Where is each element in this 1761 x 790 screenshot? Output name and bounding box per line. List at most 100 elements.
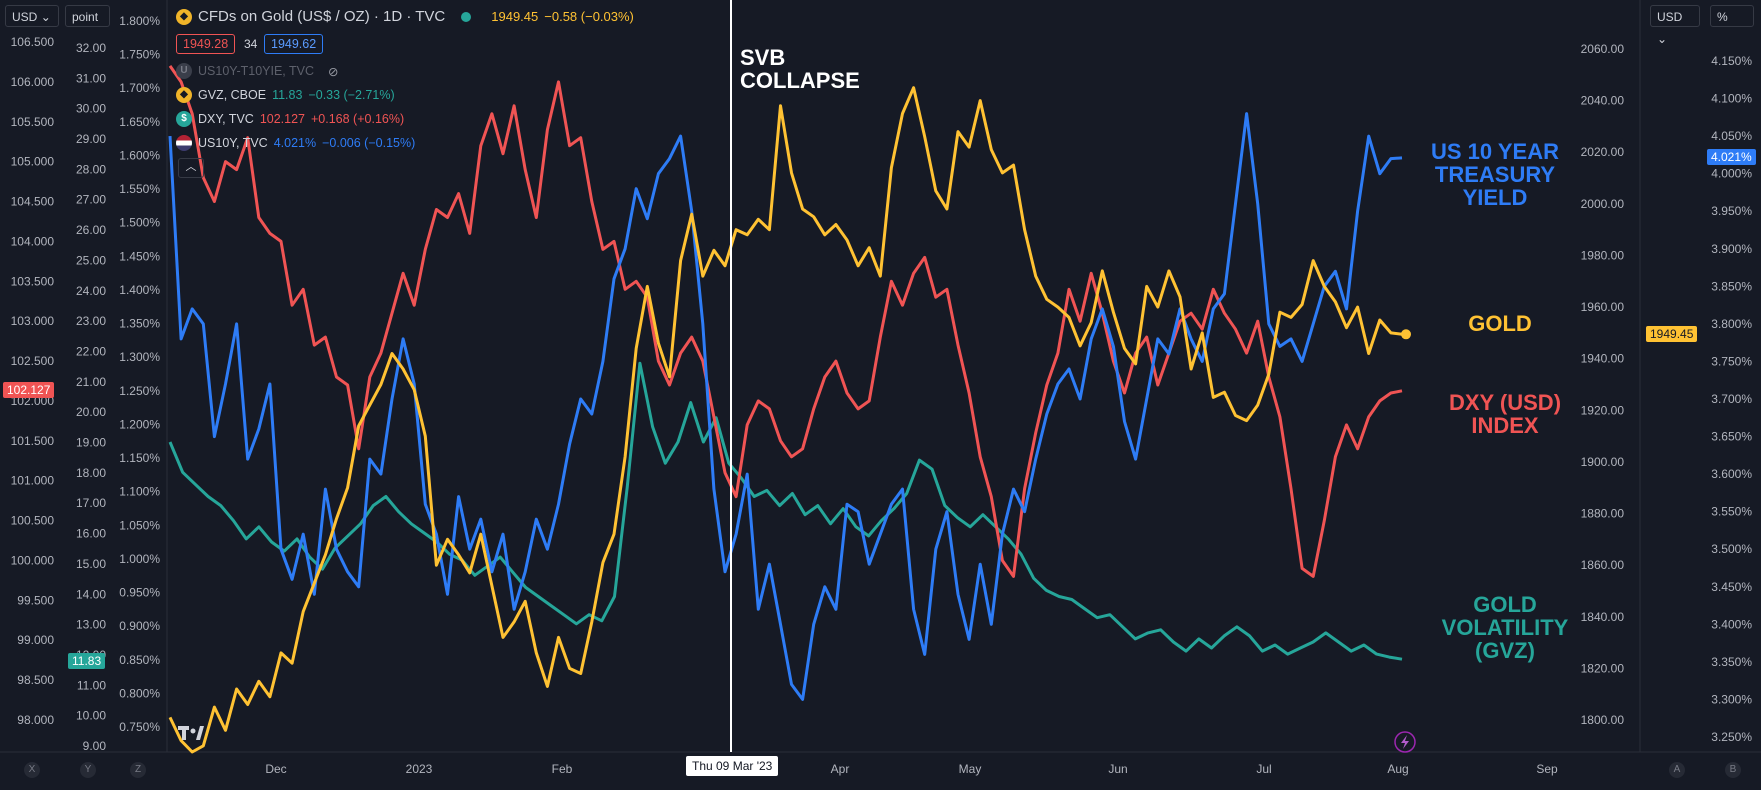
bid-price-box[interactable]: 1949.28 [176, 34, 236, 54]
series-line-gold[interactable] [168, 86, 1403, 754]
us10y-axis-tick-label: 3.950% [1711, 204, 1752, 218]
spread-axis-tick-label: 1.700% [119, 81, 160, 95]
dxy-axis-tick-label: 100.000 [11, 553, 55, 567]
ask-price-box[interactable]: 1949.62 [264, 34, 324, 54]
y-axis-button[interactable]: Y [80, 762, 96, 778]
us10y-axis-tick-label: 3.700% [1711, 392, 1752, 406]
legend-row-gvz[interactable]: ◆ GVZ, CBOE 11.83 −0.33 (−2.71%) [176, 87, 395, 103]
gvz-axis-tick-label: 32.00 [76, 41, 106, 55]
gold-axis-tick-label: 1920.00 [1581, 403, 1625, 417]
legend-row-dxy[interactable]: $ DXY, TVC 102.127 +0.168 (+0.16%) [176, 111, 404, 127]
gold-last-tag: 1949.45 [1646, 326, 1698, 342]
x-axis-button[interactable]: X [24, 762, 40, 778]
gold-axis-tick-label: 1840.00 [1581, 610, 1625, 624]
gold-axis-tick-label: 1940.00 [1581, 352, 1625, 366]
gvz-axis-tick-label: 21.00 [76, 375, 106, 389]
collapse-legend-button[interactable]: ︿ [178, 158, 204, 178]
x-axis-tick-label: Sep [1536, 762, 1558, 776]
us10y-axis-tick-label: 3.850% [1711, 279, 1752, 293]
us10y-axis-tick-label: 3.800% [1711, 317, 1752, 331]
us10y-axis-tick-label: 3.550% [1711, 505, 1752, 519]
main-symbol-title: CFDs on Gold (US$ / OZ) · 1D · TVC [198, 8, 446, 25]
chevron-down-icon: ⌄ [40, 10, 51, 24]
spread-axis-tick-label: 1.050% [119, 518, 160, 532]
gold-axis-tick-label: 1820.00 [1581, 661, 1625, 675]
left-currency-select[interactable]: USD ⌄ [5, 5, 59, 27]
us-flag-icon [176, 135, 192, 151]
us10y-axis-tick-label: 4.100% [1711, 92, 1752, 106]
dxy-axis-tick-label: 105.000 [11, 155, 55, 169]
lightning-icon[interactable] [1394, 731, 1416, 753]
dxy-axis-tick-label: 103.500 [11, 274, 55, 288]
left-unit-select[interactable]: point [65, 5, 110, 27]
us10y-axis-tick-label: 3.250% [1711, 730, 1752, 744]
eye-off-icon[interactable]: ⊘ [328, 64, 339, 79]
us10y-axis-tick-label: 3.450% [1711, 580, 1752, 594]
left-unit-label: point [72, 10, 99, 24]
main-last-price: 1949.45 [491, 9, 539, 24]
gvz-icon: ◆ [176, 87, 192, 103]
gvz-axis-tick-label: 16.00 [76, 527, 106, 541]
gvz-axis-tick-label: 23.00 [76, 314, 106, 328]
legend-hidden-row[interactable]: U US10Y-T10YIE, TVC ⊘ [176, 63, 339, 79]
us10y-last-tag: 4.021% [1707, 149, 1756, 165]
us10y-axis-tick-label: 3.600% [1711, 467, 1752, 481]
spread-value: 34 [244, 37, 258, 51]
tradingview-logo-icon[interactable] [178, 726, 204, 740]
right-currency-label: USD [1657, 10, 1683, 24]
right-currency-select[interactable]: USD ⌄ [1650, 5, 1700, 46]
spread-axis-tick-label: 1.350% [119, 317, 160, 331]
dxy-annotation: DXY (USD) INDEX [1448, 390, 1562, 439]
gvz-axis-tick-label: 19.00 [76, 436, 106, 450]
x-axis-tick-label: May [959, 762, 982, 776]
hidden-series-symbol: US10Y-T10YIE, TVC [198, 64, 315, 78]
us10y-axis-tick-label: 3.500% [1711, 542, 1752, 556]
spread-axis-tick-label: 1.750% [119, 48, 160, 62]
left-axes: 106.500 106.000 105.500 105.000 104.500 104.0… [11, 0, 168, 753]
gvz-annotation: GOLD VOLATILITY (GVZ) [1441, 592, 1569, 664]
legend-row-us10y[interactable]: US10Y, TVC 4.021% −0.006 (−0.15%) [176, 135, 415, 151]
spread-axis-tick-label: 1.600% [119, 148, 160, 162]
legend-main-row[interactable]: ◆ CFDs on Gold (US$ / OZ) · 1D · TVC 194… [176, 8, 634, 25]
x-axis: Dec 2023 Feb Apr May Jun Jul Aug Sep [265, 762, 1558, 776]
us10y-change: −0.006 (−0.15%) [322, 136, 416, 150]
gvz-symbol: GVZ, CBOE [198, 88, 267, 102]
gold-axis-tick-label: 1860.00 [1581, 558, 1625, 572]
series-line-us-10-year-treasury-yield[interactable] [168, 112, 1403, 701]
gold-axis-tick-label: 2000.00 [1581, 197, 1625, 211]
dxy-axis-tick-label: 103.000 [11, 314, 55, 328]
market-open-icon [461, 11, 472, 22]
dxy-last-tag: 102.127 [3, 382, 55, 398]
us10y-axis-tick-label: 4.050% [1711, 129, 1752, 143]
gvz-axis-tick-label: 17.00 [76, 496, 106, 510]
series-line-dxy-usd-index[interactable] [168, 65, 1403, 578]
right-unit-label: % [1717, 10, 1728, 24]
gvz-axis-tick-label: 24.00 [76, 284, 106, 298]
right-axes: 2060.00 2040.00 2020.00 2000.00 1980.00 1960.… [0, 0, 1761, 753]
right-unit-select[interactable]: % [1710, 5, 1754, 27]
gold-axis-tick-label: 1800.00 [1581, 713, 1625, 727]
dxy-axis-tick-label: 104.000 [11, 234, 55, 248]
dxy-axis-tick-label: 100.500 [11, 514, 55, 528]
dxy-axis-tick-label: 105.500 [11, 115, 55, 129]
gold-axis-tick-label: 2040.00 [1581, 94, 1625, 108]
dxy-last: 102.127 [259, 112, 305, 126]
gvz-axis-tick-label: 27.00 [76, 193, 106, 207]
gvz-axis-tick-label: 9.00 [83, 739, 107, 753]
gold-axis-tick-label: 1900.00 [1581, 455, 1625, 469]
x-axis-tick-label: 2023 [406, 762, 433, 776]
spread-axis-tick-label: 0.950% [119, 586, 160, 600]
x-axis-tick-label: Aug [1387, 762, 1408, 776]
dxy-axis-tick-label: 98.000 [17, 713, 54, 727]
gold-axis-tick-label: 2020.00 [1581, 145, 1625, 159]
dxy-axis-tick-label: 104.500 [11, 195, 55, 209]
dxy-change: +0.168 (+0.16%) [311, 112, 405, 126]
a-axis-button[interactable]: A [1669, 762, 1685, 778]
us10y-axis-tick-label: 3.750% [1711, 354, 1752, 368]
z-axis-button[interactable]: Z [130, 762, 146, 778]
gvz-axis-tick-label: 10.00 [76, 709, 106, 723]
series-line-gold-volatility-gvz[interactable] [168, 361, 1403, 661]
b-axis-button[interactable]: B [1725, 762, 1741, 778]
dxy-axis-tick-label: 106.000 [11, 75, 55, 89]
